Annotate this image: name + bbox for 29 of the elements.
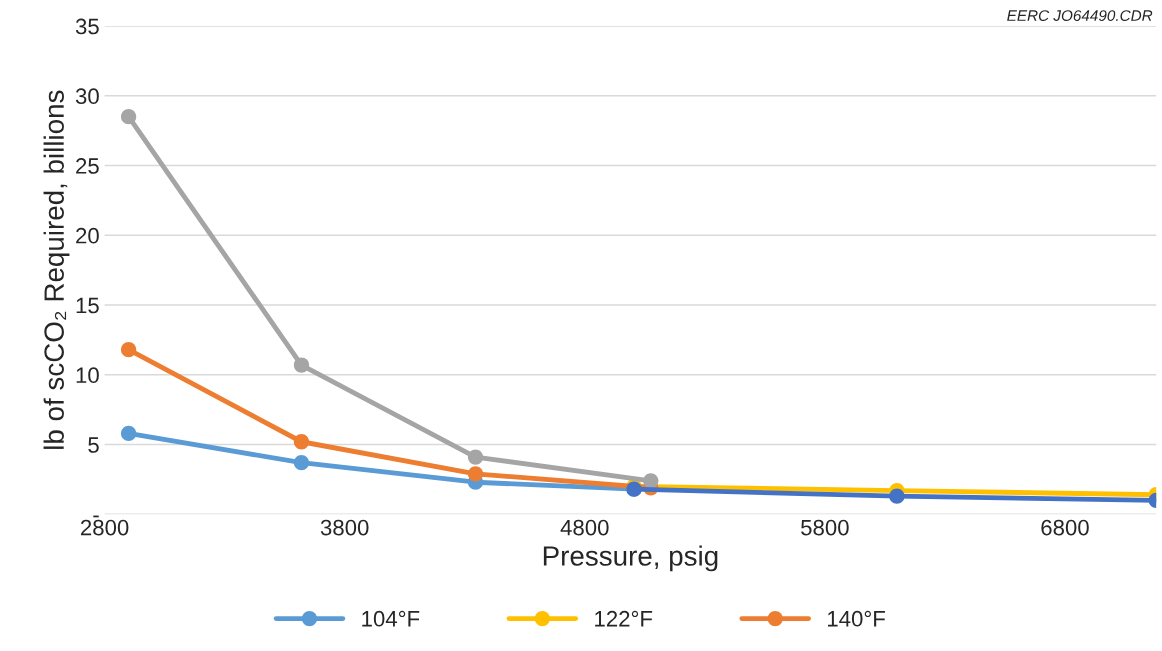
x-tick-label: 3800	[320, 519, 369, 536]
x-axis-title: Pressure, psig	[543, 545, 718, 572]
point	[120, 109, 137, 125]
x-tick-label: 4800	[560, 519, 609, 536]
point	[467, 449, 484, 465]
point	[643, 473, 659, 489]
y-tick-label: 30	[75, 88, 99, 105]
point	[293, 455, 310, 471]
y-tick-label: 35	[75, 18, 99, 35]
y-axis-title: lb of scCO₂ Required, billions	[43, 90, 70, 449]
y-tick-label: 15	[76, 297, 99, 314]
y-tick-label: -	[93, 515, 99, 518]
text: EERC JO64490.CDR	[1007, 10, 1153, 21]
point	[467, 466, 484, 482]
legend-label: 104°F	[362, 610, 420, 627]
legend-label: 122°F	[595, 610, 653, 627]
y-tick-label: 10	[76, 367, 99, 384]
x-tick-label: 5800	[801, 519, 849, 536]
y-tick-label: 25	[76, 158, 99, 174]
y-tick-label: 5	[88, 437, 99, 453]
point	[889, 488, 905, 504]
point	[120, 425, 137, 442]
y-tick-label: 20	[76, 227, 99, 244]
x-tick-label: 6800	[1041, 519, 1089, 536]
point	[120, 342, 137, 358]
legend-label: 140°F	[828, 610, 885, 627]
x-tick-label: 2800	[80, 519, 129, 536]
point	[293, 357, 310, 373]
point	[293, 434, 310, 450]
